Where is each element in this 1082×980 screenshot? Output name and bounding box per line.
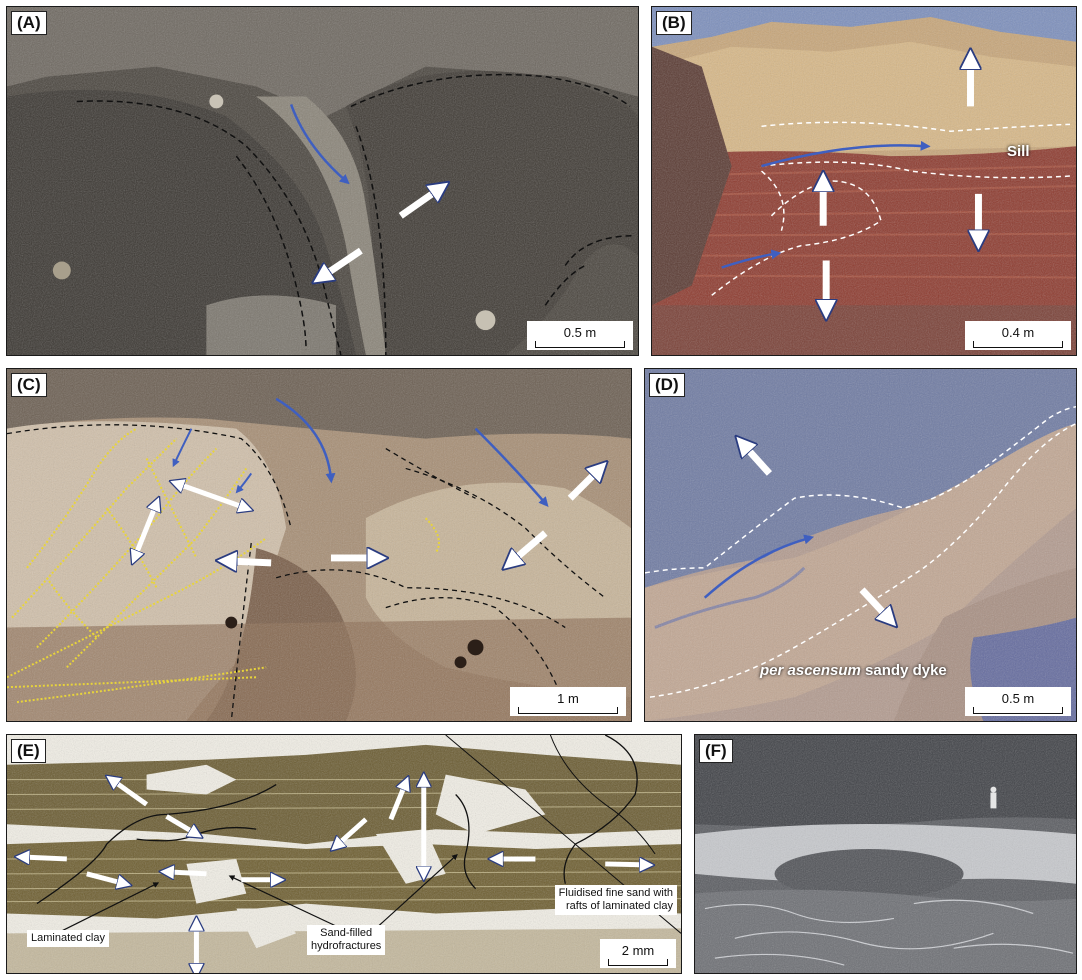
label-laminated-clay: Laminated clay [27,930,109,947]
scale-label: 1 m [557,691,579,706]
label-fluidised: Fluidised fine sand with rafts of lamina… [554,885,677,915]
panel-letter: (D) [649,373,685,397]
scale-bar: 1 m [510,687,626,716]
panel-c-photo [7,369,631,721]
label-sand-filled: Sand-filled hydrofractures [307,925,386,955]
scale-bar: 0.4 m [965,321,1071,350]
scale-line [608,959,668,966]
panel-a: (A) 0.5 m [6,6,639,356]
scale-line [518,707,618,714]
panel-d-photo [645,369,1076,721]
panel-d: per ascensum sandy dyke (D) 0.5 m [644,368,1077,722]
dyke-label-rest: sandy dyke [860,662,947,679]
scale-line [973,341,1063,348]
scale-line [535,341,625,348]
panel-b: Sill (B) 0.4 m [651,6,1077,356]
scale-line [973,707,1063,714]
label-sand-filled-line1: Sand-filled [320,927,373,939]
scale-bar: 0.5 m [527,321,633,350]
panel-letter: (F) [699,739,733,763]
scale-label: 0.5 m [1001,691,1035,706]
scale-label: 0.5 m [563,325,597,340]
dyke-label-italic: per ascensum [760,662,861,679]
panel-a-photo [7,7,638,355]
scale-label: 0.4 m [1001,325,1035,340]
panel-c: (C) 1 m [6,368,632,722]
panel-e: Laminated clay Sand-filled hydrofracture… [6,734,682,974]
scale-bar: 2 mm [600,939,676,968]
panel-f: (F) [694,734,1077,974]
panel-letter: (C) [11,373,47,397]
scale-label: 2 mm [621,943,655,958]
panel-e-photo [7,735,681,973]
dyke-label: per ascensum sandy dyke [760,662,947,679]
label-sand-filled-line2: hydrofractures [311,940,382,952]
panel-letter: (E) [11,739,46,763]
panel-letter: (B) [656,11,692,35]
label-fluidised-line2: rafts of laminated clay [566,900,673,912]
label-fluidised-line1: Fluidised fine sand with [558,887,673,899]
panel-f-photo [695,735,1076,973]
sill-label: Sill [1007,143,1030,160]
panel-letter: (A) [11,11,47,35]
panel-b-photo [652,7,1076,355]
scale-bar: 0.5 m [965,687,1071,716]
